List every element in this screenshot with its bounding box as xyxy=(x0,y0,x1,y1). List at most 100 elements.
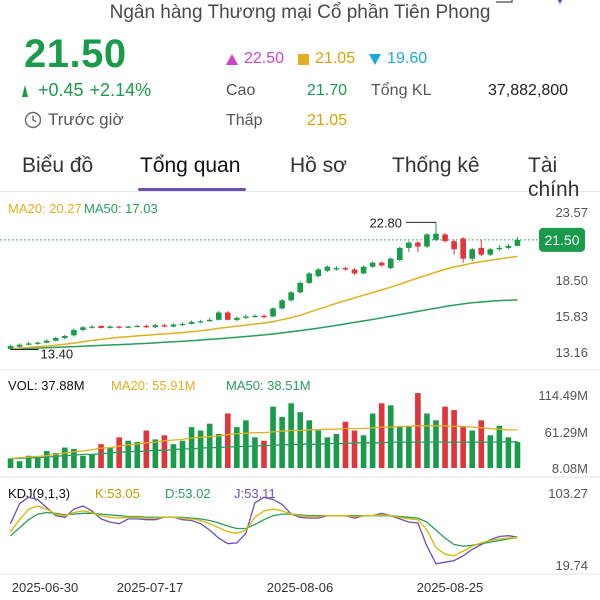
reference-price: 21.05 xyxy=(298,50,355,68)
candle-up xyxy=(252,315,258,318)
candle-down xyxy=(351,269,358,274)
tab-overview[interactable]: Tổng quan xyxy=(140,154,241,177)
volume-bar xyxy=(215,433,222,468)
volume-bar xyxy=(487,435,494,468)
ma20-line xyxy=(10,255,518,350)
candle-up xyxy=(243,316,249,318)
volume-bar xyxy=(243,420,249,468)
kdj-j-line xyxy=(9,496,518,565)
volume-bar xyxy=(34,457,41,468)
candle-down xyxy=(224,312,231,320)
tab-statistics[interactable]: Thống kê xyxy=(392,154,480,177)
candle-up xyxy=(52,338,59,341)
candle-up xyxy=(71,329,77,336)
volume-bar xyxy=(460,427,466,468)
volume-bar xyxy=(197,430,204,468)
kdj-d-line xyxy=(10,511,518,547)
volume-bar xyxy=(143,430,150,468)
candle-up xyxy=(496,247,503,250)
volume-bar xyxy=(125,440,132,468)
volume-bar xyxy=(261,440,267,468)
high-value: 21.70 xyxy=(307,82,348,99)
volume-bar xyxy=(469,430,476,468)
ma50-line xyxy=(10,299,518,350)
volume-bar xyxy=(152,439,159,468)
candle-up xyxy=(125,326,132,328)
candle-up xyxy=(43,340,50,343)
kdj-k-legend: K:53.05 xyxy=(95,486,140,501)
candle-up xyxy=(469,249,476,259)
price-axis-label: 15.83 xyxy=(555,309,588,324)
session-label: Trước giờ xyxy=(48,110,124,129)
volume-bar xyxy=(62,447,68,468)
candle-up xyxy=(197,321,204,323)
tab-financials[interactable]: Tài chính xyxy=(528,154,580,201)
volume-bar xyxy=(179,440,186,468)
tab-chart[interactable]: Biểu đồ xyxy=(22,154,94,177)
volume-bar xyxy=(342,421,349,468)
candle-up xyxy=(188,321,195,324)
volume-bar xyxy=(161,435,168,468)
candle-up xyxy=(179,323,186,326)
price-axis-label: 23.57 xyxy=(555,205,588,220)
candle-up xyxy=(279,300,285,309)
volume-bar xyxy=(433,420,439,468)
low-value: 21.05 xyxy=(307,112,348,129)
volume-axis-label: 61.29M xyxy=(545,425,588,440)
volume-bar xyxy=(496,425,503,468)
candle-down xyxy=(98,325,104,328)
star-icon[interactable] xyxy=(548,0,572,8)
candle-up xyxy=(270,308,276,317)
candle-up xyxy=(7,346,14,349)
candle-up xyxy=(89,326,95,328)
candle-up xyxy=(324,266,331,271)
candle-up xyxy=(369,262,376,267)
volume-legend: VOL: 37.88M xyxy=(8,378,85,393)
volume-ma50-line xyxy=(10,441,518,460)
reference-prices: 22.50 21.05 19.60 xyxy=(226,50,427,68)
candle-up xyxy=(152,325,159,328)
volume-bar xyxy=(25,455,32,468)
kdj-d-legend: D:53.02 xyxy=(165,486,211,501)
volume-bar xyxy=(234,427,240,468)
volume-axis-label: 114.49M xyxy=(538,388,588,403)
candle-up xyxy=(206,319,213,322)
candle-down xyxy=(161,325,168,327)
ma50-legend: MA50: 17.03 xyxy=(84,201,158,216)
volume-bar xyxy=(378,403,385,468)
kdj-axis-label: 103.27 xyxy=(548,486,588,501)
candle-down xyxy=(342,268,349,270)
share-icon[interactable] xyxy=(492,0,516,8)
candle-up xyxy=(387,258,394,269)
volume-ma50-legend: MA50: 38.51M xyxy=(226,378,311,393)
volume-ma20-legend: MA20: 55.91M xyxy=(111,378,196,393)
stock-chart[interactable]: MA20: 20.27 MA50: 17.03 23.57 18.50 15.83 13.… xyxy=(0,192,600,600)
floor-triangle-icon xyxy=(369,53,382,65)
volume-bar xyxy=(89,454,95,468)
candle-up xyxy=(333,268,340,270)
candle-up xyxy=(297,282,304,293)
price-axis-label: 18.50 xyxy=(555,273,588,288)
volume-bar xyxy=(7,458,14,468)
clock-icon xyxy=(24,111,42,129)
ceiling-value: 22.50 xyxy=(244,50,285,67)
reference-value: 21.05 xyxy=(315,50,356,67)
date-axis-label: 2025-07-17 xyxy=(117,580,184,595)
candle-up xyxy=(170,324,177,327)
volume-bar xyxy=(224,413,231,468)
current-price-badge-label: 21.50 xyxy=(544,232,579,248)
max-price-label: 22.80 xyxy=(369,215,402,230)
candle-up xyxy=(25,343,32,345)
high-label: Cao xyxy=(226,82,256,99)
candle-up xyxy=(34,342,41,344)
session-status: Trước giờ xyxy=(24,110,124,130)
tab-profile[interactable]: Hồ sơ xyxy=(290,154,347,177)
volume-bar xyxy=(505,437,512,468)
candle-up xyxy=(107,326,113,328)
volume-bar xyxy=(387,405,394,468)
volume-bar xyxy=(288,403,294,468)
candle-up xyxy=(424,234,430,247)
company-name: Ngân hàng Thương mại Cổ phần Tiên Phong xyxy=(109,2,491,23)
current-price: 21.50 xyxy=(24,32,127,76)
top-bar: Ngân hàng Thương mại Cổ phần Tiên Phong xyxy=(0,0,600,28)
